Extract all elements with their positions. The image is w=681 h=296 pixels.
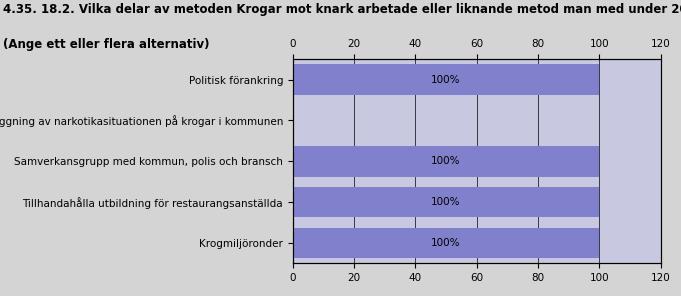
Bar (293, 223, 661, 263)
Text: 100%: 100% (431, 238, 461, 248)
Bar (293, 100, 661, 141)
Bar (293, 141, 661, 182)
Bar (293, 59, 661, 100)
Bar (293, 182, 661, 223)
Text: 100%: 100% (431, 197, 461, 207)
Bar (293, 228, 599, 258)
Text: 100%: 100% (431, 156, 461, 166)
Bar (293, 146, 599, 177)
Text: 100%: 100% (431, 75, 461, 85)
Bar (293, 64, 599, 95)
Text: 4.35. 18.2. Vilka delar av metoden Krogar mot knark arbetade eller liknande meto: 4.35. 18.2. Vilka delar av metoden Kroga… (3, 3, 681, 16)
Bar (293, 187, 599, 218)
Text: (Ange ett eller flera alternativ): (Ange ett eller flera alternativ) (3, 38, 210, 52)
